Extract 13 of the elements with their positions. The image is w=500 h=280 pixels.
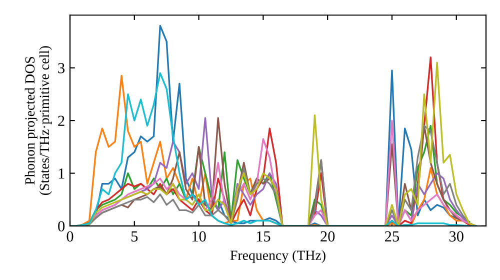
y-tick-label: 1 [58,168,64,179]
x-tick-label: 30 [449,231,464,242]
x-tick-label: 15 [256,231,270,242]
y-tick-label: 0 [58,221,65,232]
y-tick-label: 2 [58,116,64,126]
y-axis-title: Phonon projected DOS (States/THz·primitive cell) [24,46,52,195]
x-tick-label: 10 [192,231,206,242]
y-tick-label: 3 [58,63,65,74]
x-tick-label: 0 [66,231,74,242]
x-tick-label: 5 [131,231,138,242]
x-axis-title: Frequency (THz) [230,250,326,263]
x-tick-label: 20 [320,231,335,242]
x-tick-label: 25 [385,231,400,242]
